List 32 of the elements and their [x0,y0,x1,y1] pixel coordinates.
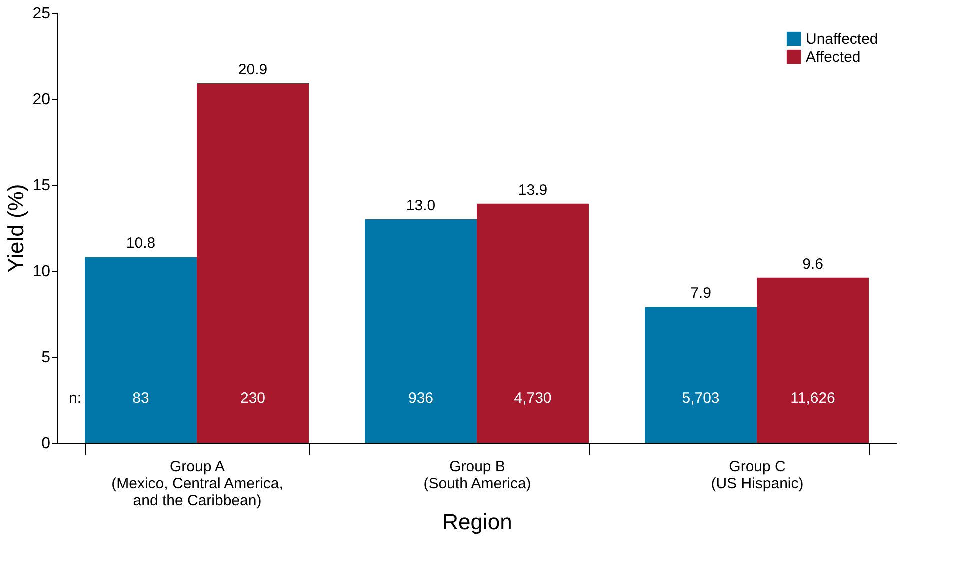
annotation: 5,703 [682,390,720,407]
y-tick-label: 15 [32,178,51,194]
y-tick-label: 10 [32,264,51,280]
data-label: 20.9 [238,62,268,79]
y-tick-label: 25 [32,6,51,22]
bar [477,204,589,443]
x-axis-title: Region [442,510,512,534]
annotation: 83 [132,390,150,407]
x-tick-label: Group B (South America) [424,458,532,492]
bar [757,278,869,443]
annotation: 4,730 [514,390,552,407]
y-tick-label: 20 [32,92,51,108]
x-tick-label: Group A (Mexico, Central America, and the Caribbean) [112,458,284,510]
x-tick-label: Group C (US Hispanic) [711,458,804,492]
bar [645,307,757,443]
y-tick-label: 5 [42,350,51,366]
data-label: 7.9 [690,285,712,302]
data-label: 10.8 [126,235,156,252]
annotation: n: [69,390,82,407]
annotation: 230 [240,390,266,407]
annotation: 11,626 [790,390,836,407]
data-label: 9.6 [802,256,824,273]
y-axis-title: Yield (%) [4,184,29,273]
legend-label: Affected [806,49,861,66]
y-tick-label: 0 [42,436,51,452]
legend-label: Unaffected [806,31,878,48]
data-label: 13.9 [518,182,548,199]
annotation: 936 [408,390,434,407]
bar [365,219,477,443]
bar [197,84,309,443]
bar [85,257,197,443]
data-label: 13.0 [406,197,436,214]
